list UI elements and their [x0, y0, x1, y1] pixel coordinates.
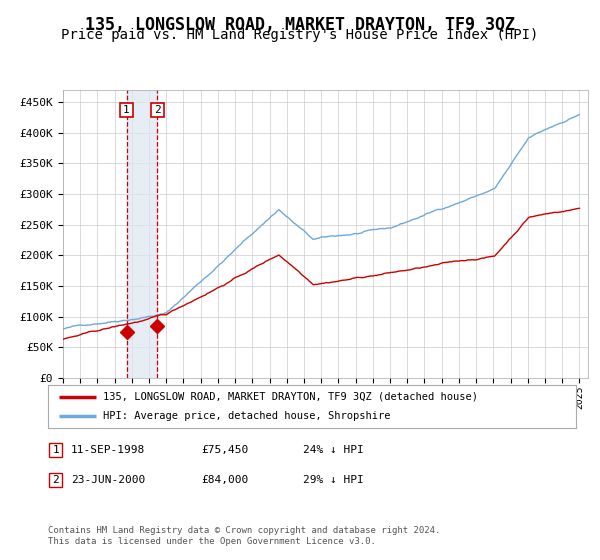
Text: HPI: Average price, detached house, Shropshire: HPI: Average price, detached house, Shro…: [103, 411, 391, 421]
Text: 135, LONGSLOW ROAD, MARKET DRAYTON, TF9 3QZ (detached house): 135, LONGSLOW ROAD, MARKET DRAYTON, TF9 …: [103, 392, 478, 402]
Text: £84,000: £84,000: [201, 475, 248, 485]
Text: 1: 1: [52, 445, 59, 455]
Text: 29% ↓ HPI: 29% ↓ HPI: [303, 475, 364, 485]
Text: 23-JUN-2000: 23-JUN-2000: [71, 475, 145, 485]
Text: Price paid vs. HM Land Registry's House Price Index (HPI): Price paid vs. HM Land Registry's House …: [61, 28, 539, 42]
Text: Contains HM Land Registry data © Crown copyright and database right 2024.
This d: Contains HM Land Registry data © Crown c…: [48, 526, 440, 546]
Text: £75,450: £75,450: [201, 445, 248, 455]
Text: 11-SEP-1998: 11-SEP-1998: [71, 445, 145, 455]
Text: 2: 2: [154, 105, 161, 115]
Text: 135, LONGSLOW ROAD, MARKET DRAYTON, TF9 3QZ: 135, LONGSLOW ROAD, MARKET DRAYTON, TF9 …: [85, 16, 515, 34]
Bar: [127, 90, 157, 378]
Text: 1: 1: [123, 105, 130, 115]
Text: 2: 2: [52, 475, 59, 485]
Text: 24% ↓ HPI: 24% ↓ HPI: [303, 445, 364, 455]
